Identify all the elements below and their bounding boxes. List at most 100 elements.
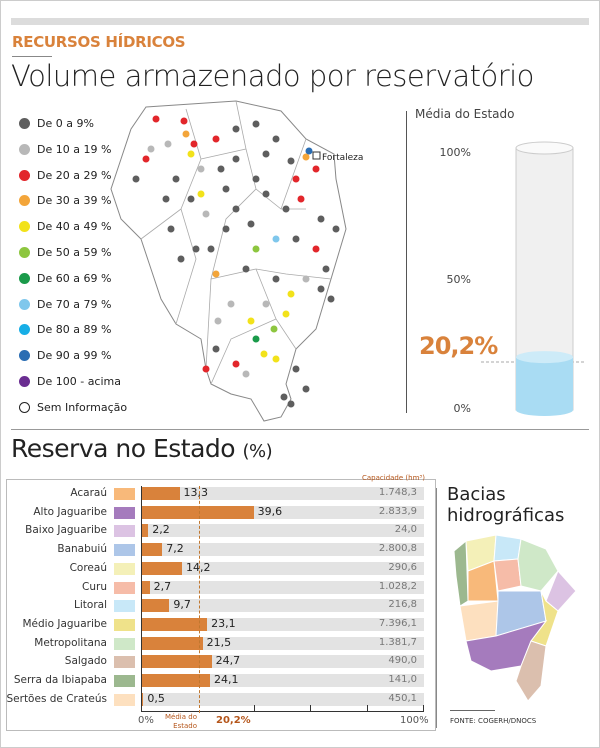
capacity-value: 450,1 (388, 692, 417, 704)
bar (142, 505, 254, 519)
reservoir-dot (197, 190, 205, 198)
basin-sertoes-de-crateus (459, 600, 499, 642)
chart-title: Reserva no Estado (%) (11, 434, 273, 463)
legend-item: De 70 a 79 % (19, 298, 111, 311)
bar (142, 655, 212, 669)
bar-track (142, 599, 424, 613)
category-label: Acaraú (70, 487, 107, 499)
category-label: Banabuiú (57, 543, 107, 556)
basin-swatch (114, 544, 135, 557)
reservoir-dot (190, 140, 198, 148)
reservoir-dot (317, 285, 325, 293)
reservoir-dot (272, 235, 280, 243)
reservoir-dot (292, 175, 300, 183)
reservoir-dot (270, 325, 278, 333)
reservoir-dot (292, 235, 300, 243)
bar (142, 636, 203, 650)
legend-dot-icon (19, 350, 30, 362)
reservoir-dot (312, 245, 320, 253)
bar-value-label: 21,5 (206, 635, 232, 649)
bar-value-label: 14,2 (186, 560, 211, 574)
reservoir-dot (247, 220, 255, 228)
reservoir-dot (272, 135, 280, 143)
bar-value-label: 0,5 (147, 691, 165, 705)
basin-salgado (515, 640, 547, 702)
reservoir-dot (252, 245, 260, 253)
legend-item: De 10 a 19 % (19, 143, 111, 156)
reservoir-dot (164, 140, 172, 148)
basins-title: Bacias hidrográficas (447, 484, 564, 526)
reservoir-dot (252, 120, 260, 128)
legend-label: De 90 a 99 % (37, 349, 112, 363)
reservoir-dot (187, 150, 195, 158)
x-tick (254, 705, 255, 711)
legend-label: De 100 - acima (37, 375, 121, 388)
reservoir-dot (317, 215, 325, 223)
reservoir-dot (297, 195, 305, 203)
gauge-tick-50: 50% (446, 273, 471, 286)
category-label: Metropolitana (34, 636, 107, 649)
legend-label: De 80 a 89 % (37, 323, 112, 337)
bar (142, 580, 150, 594)
legend-dot-icon (19, 221, 30, 233)
x-tick-label-0: 0% (138, 715, 154, 726)
basin-swatch (114, 675, 135, 687)
bar-track (142, 692, 424, 706)
gauge-cylinder (481, 141, 584, 416)
capacity-value: 2.833,9 (378, 505, 417, 517)
basin-swatch (114, 581, 135, 594)
reservoir-dot (302, 275, 310, 283)
category-label: Alto Jaguaribe (33, 505, 107, 518)
legend-dot-icon (19, 247, 30, 258)
legend-dot-icon (19, 118, 30, 129)
basins-title-2: hidrográficas (447, 505, 565, 526)
bar-value-label: 13,3 (183, 486, 209, 499)
gauge-label: Média do Estado (415, 107, 515, 121)
legend-dot-icon (19, 401, 30, 413)
reservoir-dot (142, 155, 150, 163)
reservoir-dot (207, 245, 215, 253)
reservoir-map: Fortaleza (110, 100, 363, 422)
reservoir-dot (177, 255, 185, 263)
bar-track (142, 617, 424, 631)
reservoir-dot (167, 225, 175, 233)
reservoir-dot (162, 195, 170, 203)
reservoir-dot (302, 153, 310, 161)
x-tick (367, 705, 368, 711)
chart-title-text: Reserva no Estado (11, 434, 236, 463)
bar-track (142, 674, 424, 687)
bar-track (142, 580, 424, 594)
legend-item: De 20 a 29 % (19, 169, 111, 182)
reservoir-dot (232, 360, 240, 368)
x-axis (141, 711, 424, 712)
legend-item: De 30 a 39 % (19, 194, 111, 207)
bar-track (142, 487, 424, 500)
reservoir-dot (192, 245, 200, 253)
reservoir-dot (272, 355, 280, 363)
reservoir-dot (202, 210, 210, 218)
divider (11, 429, 589, 430)
bar (142, 487, 180, 500)
category-label: Serra da Ibiapaba (13, 674, 107, 686)
reservoir-dot (222, 225, 230, 233)
chart-box (6, 479, 436, 731)
reservoir-dot (327, 295, 335, 303)
basins-title-1: Bacias (447, 484, 506, 505)
legend-label: De 40 a 49 % (37, 220, 112, 234)
average-line (198, 486, 200, 713)
reservoir-dot (287, 290, 295, 298)
capacity-value: 490,0 (388, 655, 417, 667)
category-label: Baixo Jaguaribe (25, 524, 107, 537)
basin-swatch (114, 656, 135, 669)
legend-item: De 90 a 99 % (19, 349, 111, 362)
average-value: 20,2% (216, 715, 251, 726)
reservoir-dot (242, 265, 250, 273)
legend-item: De 100 - acima (19, 375, 121, 388)
reservoir-dot (172, 175, 180, 183)
gauge-tick-100: 100% (439, 146, 471, 159)
divider (436, 488, 437, 728)
basin-serra-da-ibiapaba (453, 539, 469, 607)
reservoir-dot (182, 130, 190, 138)
basin-litoral (493, 534, 522, 562)
